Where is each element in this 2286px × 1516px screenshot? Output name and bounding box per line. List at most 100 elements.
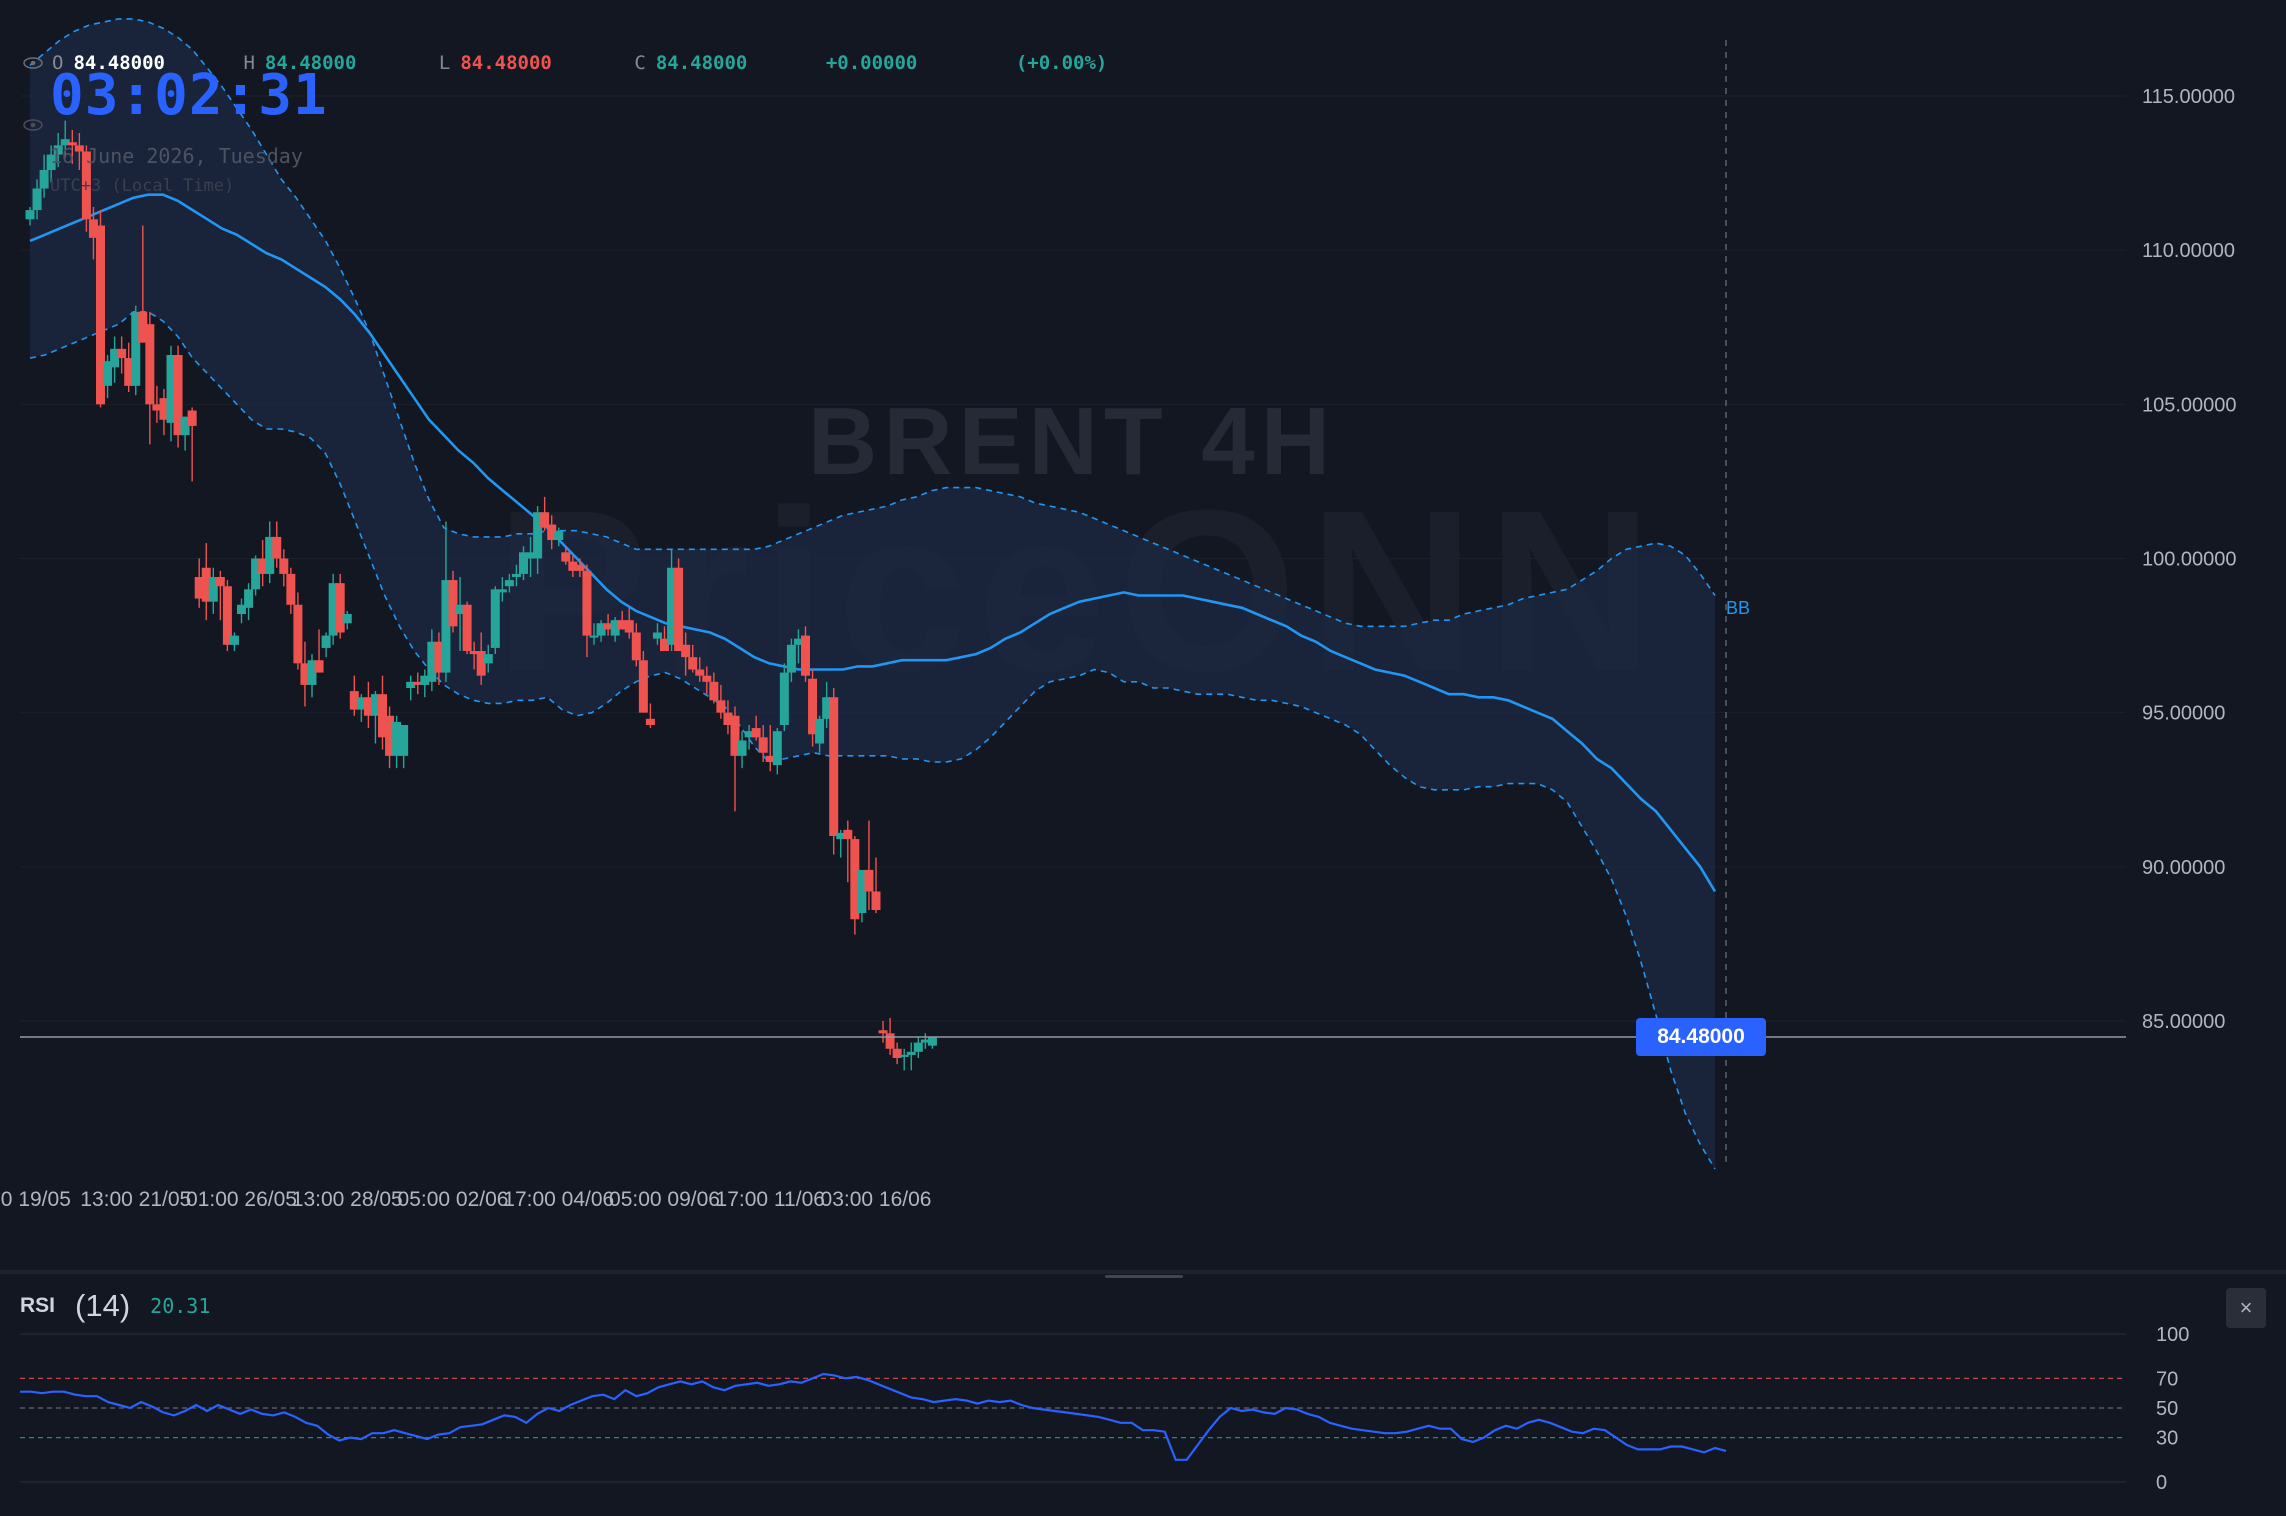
candle-body [448, 580, 458, 627]
candle-body [645, 718, 655, 725]
candle [60, 120, 70, 158]
candle [892, 1042, 902, 1065]
candle-body [166, 355, 176, 423]
candle [258, 540, 268, 587]
candle [589, 623, 599, 645]
candle-body [215, 577, 225, 587]
candle-body [349, 691, 359, 710]
price-axis[interactable]: 115.00000 110.00000 105.00000 100.00000 95.0… [2142, 86, 2237, 1033]
candle [293, 592, 303, 670]
candle-body [413, 681, 423, 685]
candle [194, 558, 204, 608]
candle [46, 145, 56, 183]
candle [96, 210, 105, 408]
rsi-legend: RSI (14) 20.31 [20, 1286, 210, 1326]
candle [103, 355, 113, 399]
candle-body [363, 697, 373, 716]
candle-body [540, 512, 550, 528]
candle-body [96, 225, 105, 405]
candle-body [124, 358, 134, 386]
candle [314, 629, 324, 673]
candle-body [469, 651, 479, 655]
candle [857, 869, 867, 923]
candle [913, 1036, 923, 1058]
candle [638, 651, 648, 713]
candle [906, 1042, 916, 1071]
candle [526, 536, 536, 577]
candle-body [899, 1054, 909, 1057]
candle [399, 725, 409, 769]
eye-icon[interactable] [22, 56, 44, 70]
candle [215, 570, 225, 621]
price-tick-label: 105.00000 [2142, 394, 2237, 416]
candle [222, 580, 232, 651]
candle-body [328, 583, 338, 636]
candle [370, 691, 380, 744]
candle [744, 725, 754, 750]
candle-body [258, 558, 268, 574]
candle-body [314, 660, 324, 673]
candle [237, 598, 246, 624]
candle-body [617, 620, 627, 630]
rsi-tick-label: 0 [2156, 1472, 2167, 1494]
clock-timezone: UTC+3 (Local Time) [50, 176, 235, 196]
eye-icon[interactable] [22, 118, 44, 132]
candle [864, 820, 874, 910]
candle [878, 1021, 888, 1043]
candle [187, 407, 197, 482]
candle-body [709, 681, 719, 701]
candle-body [173, 355, 183, 436]
candle [702, 666, 712, 695]
candle-body [46, 154, 56, 170]
candle-body [293, 604, 303, 664]
candle-body [808, 678, 818, 735]
candle-body [145, 324, 155, 405]
candle [335, 573, 345, 639]
candle-body [815, 718, 825, 744]
candle [723, 700, 733, 735]
candle-body [779, 672, 789, 725]
close-label: C [634, 52, 646, 74]
candle-body [610, 620, 620, 636]
pane-divider[interactable] [0, 1270, 2286, 1274]
rsi-title[interactable]: RSI [20, 1294, 56, 1317]
time-tick-label: 00 19/05 [0, 1188, 71, 1211]
candle-body [67, 142, 77, 146]
clock-time: 03:02:31 [50, 63, 328, 128]
candle [229, 632, 239, 651]
low-label: L [438, 52, 451, 74]
candle [349, 675, 359, 716]
candle [793, 629, 803, 664]
close-icon[interactable]: × [2226, 1288, 2266, 1328]
ohlc-legend: O 84.48000 H 84.48000 L 84.48000 C 84.48… [22, 50, 1107, 76]
candle-body [110, 348, 120, 368]
candle [363, 681, 373, 729]
candle-body [385, 715, 395, 756]
open-value: 84.48000 [73, 52, 165, 74]
candle-body [793, 638, 803, 645]
candle [582, 564, 592, 658]
candle [540, 496, 550, 531]
candle [490, 586, 500, 655]
candle [272, 521, 282, 568]
candles[interactable] [25, 120, 937, 1071]
candle-body [624, 620, 634, 633]
candle [244, 583, 254, 621]
candle-body [652, 632, 662, 639]
candle-body [836, 832, 846, 840]
candle [300, 641, 310, 707]
candle-body [906, 1051, 916, 1055]
candle [674, 558, 684, 651]
high-value: 84.48000 [264, 52, 357, 74]
candle-body [74, 145, 84, 152]
rsi-tick-label: 70 [2156, 1368, 2178, 1390]
resize-handle[interactable] [1105, 1275, 1183, 1278]
candle-body [688, 657, 698, 670]
candle [434, 632, 444, 685]
bb-indicator-label[interactable]: BB [1726, 598, 1751, 618]
rsi-tick-label: 50 [2156, 1398, 2178, 1420]
candle [815, 715, 825, 753]
candle-body [695, 669, 705, 676]
